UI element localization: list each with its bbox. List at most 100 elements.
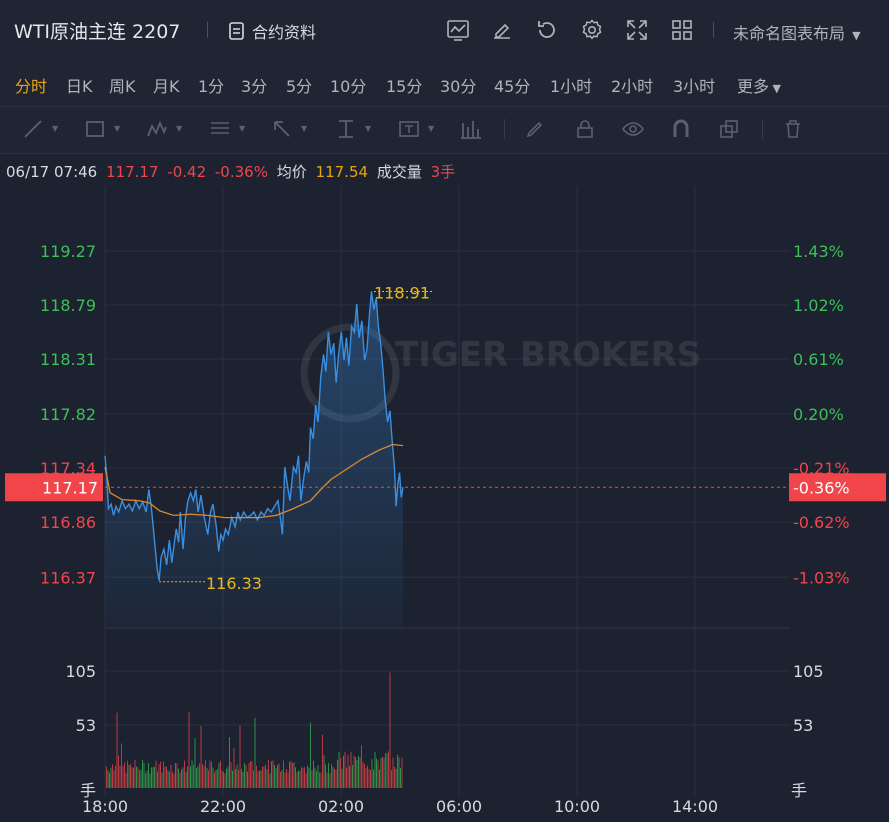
caret-down-icon[interactable]: ▼ — [114, 124, 121, 133]
volume-bar — [313, 760, 314, 788]
arrow-icon[interactable] — [269, 117, 295, 141]
caret-down-icon[interactable]: ▼ — [365, 124, 372, 133]
period-tab-3[interactable]: 月K — [153, 77, 180, 96]
watermark-logo: TIGER BROKERS — [300, 323, 701, 423]
fib-icon[interactable] — [207, 117, 233, 141]
volume-bar — [185, 772, 187, 788]
period-tab-5[interactable]: 3分 — [241, 77, 268, 96]
volume-bar — [182, 767, 184, 788]
rectangle-icon[interactable] — [82, 117, 108, 141]
period-tab-2[interactable]: 周K — [109, 77, 136, 96]
watermark-text: TIGER BROKERS — [395, 335, 701, 375]
period-tab-4[interactable]: 1分 — [198, 77, 225, 96]
eye-icon[interactable] — [620, 117, 646, 141]
magnet-icon[interactable] — [668, 117, 694, 141]
volume-bar — [319, 772, 320, 788]
volume-bar — [302, 767, 304, 788]
layers-icon[interactable] — [716, 117, 742, 141]
volume-bar — [296, 772, 298, 788]
period-tab-12[interactable]: 2小时 — [611, 77, 654, 96]
layout-dropdown[interactable]: 未命名图表布局 ▼ — [733, 20, 861, 44]
time-tick-label-0: 18:00 — [82, 797, 128, 816]
contract-title[interactable]: WTI原油主连 2207 — [14, 21, 181, 43]
volume-bar — [209, 760, 211, 788]
time-tick-label-4: 10:00 — [554, 797, 600, 816]
volume-bar — [139, 770, 140, 788]
pct-tick-label-0: 1.43% — [793, 242, 844, 261]
volume-bar — [133, 767, 134, 788]
caret-down-icon[interactable]: ▼ — [428, 124, 435, 133]
volume-bar — [335, 769, 337, 788]
time-tick-label-2: 02:00 — [318, 797, 364, 816]
pen-icon[interactable] — [522, 117, 548, 141]
volume-bar — [400, 768, 401, 788]
caret-down-icon[interactable]: ▼ — [301, 124, 308, 133]
volume-bar — [268, 759, 269, 788]
fullscreen-icon[interactable] — [625, 18, 649, 42]
indicator-icon[interactable] — [458, 117, 484, 141]
volume-bar — [143, 762, 145, 788]
volume-bar — [367, 765, 368, 788]
volume-bar — [212, 767, 214, 788]
price-tick-label-2: 118.31 — [40, 350, 96, 369]
caret-down-icon[interactable]: ▼ — [176, 124, 183, 133]
lock-icon[interactable] — [572, 117, 598, 141]
hud-avg: 117.54 — [315, 163, 369, 181]
volume-bar — [125, 772, 127, 788]
period-tab-8[interactable]: 15分 — [386, 77, 423, 96]
caret-down-icon[interactable]: ▼ — [52, 124, 59, 133]
volume-bar — [397, 754, 398, 788]
period-tab-7[interactable]: 10分 — [330, 77, 367, 96]
period-tab-9[interactable]: 30分 — [440, 77, 477, 96]
trash-icon[interactable] — [780, 117, 806, 141]
text-icon[interactable] — [396, 117, 422, 141]
volume-bar — [260, 770, 262, 788]
period-tab-14[interactable]: 更多 ▼ — [737, 77, 781, 96]
caret-down-icon: ▼ — [852, 29, 861, 42]
grid-layout-icon[interactable] — [670, 18, 694, 42]
volume-bar — [259, 770, 260, 788]
volume-bar — [196, 768, 197, 788]
refresh-icon[interactable] — [535, 18, 559, 42]
volume-tick-label-0: 105 — [65, 662, 96, 681]
volume-bar — [289, 761, 290, 788]
volume-bar — [316, 771, 317, 788]
trend-line-icon[interactable] — [20, 117, 46, 141]
period-tab-10[interactable]: 45分 — [494, 77, 531, 96]
volume-bar — [274, 764, 275, 788]
volume-bar — [331, 764, 332, 788]
price-area — [105, 291, 403, 628]
contract-info-button[interactable]: 合约资料 — [228, 19, 316, 43]
volume-bar — [358, 756, 359, 788]
volume-bar — [145, 773, 146, 788]
pattern-icon[interactable] — [144, 117, 170, 141]
hud-change: -0.42 — [167, 163, 207, 181]
volume-bar — [278, 763, 280, 788]
measure-icon[interactable] — [333, 117, 359, 141]
caret-down-icon[interactable]: ▼ — [239, 124, 246, 133]
volume-bar — [109, 772, 110, 788]
volume-bar — [286, 768, 287, 788]
volume-bar — [187, 766, 188, 788]
pct-tick-label-6: -1.03% — [793, 568, 850, 587]
chart-type-icon[interactable] — [446, 18, 470, 42]
volume-bar — [338, 751, 340, 788]
volume-bar — [326, 772, 328, 788]
intraday-chart[interactable]: TIGER BROKERS 119.27 1.43% 118.79 1.02% 118.3… — [0, 186, 889, 822]
volume-bar — [394, 766, 395, 788]
period-tab-13[interactable]: 3小时 — [673, 77, 716, 96]
volume-bar — [107, 770, 109, 788]
pct-tick-label-2: 0.61% — [793, 350, 844, 369]
period-tab-0[interactable]: 分时 — [15, 77, 48, 96]
edit-icon[interactable] — [490, 18, 514, 42]
price-tick-label-6: 116.37 — [40, 568, 96, 587]
volume-bar — [329, 773, 331, 788]
gear-icon[interactable] — [580, 18, 604, 42]
period-tab-11[interactable]: 1小时 — [550, 77, 593, 96]
time-tick-label-5: 14:00 — [672, 797, 718, 816]
period-tab-6[interactable]: 5分 — [286, 77, 313, 96]
volume-bar — [299, 770, 301, 788]
volume-bar — [184, 760, 185, 788]
period-tab-1[interactable]: 日K — [66, 77, 93, 96]
current-pct-label: -0.36% — [793, 478, 850, 497]
